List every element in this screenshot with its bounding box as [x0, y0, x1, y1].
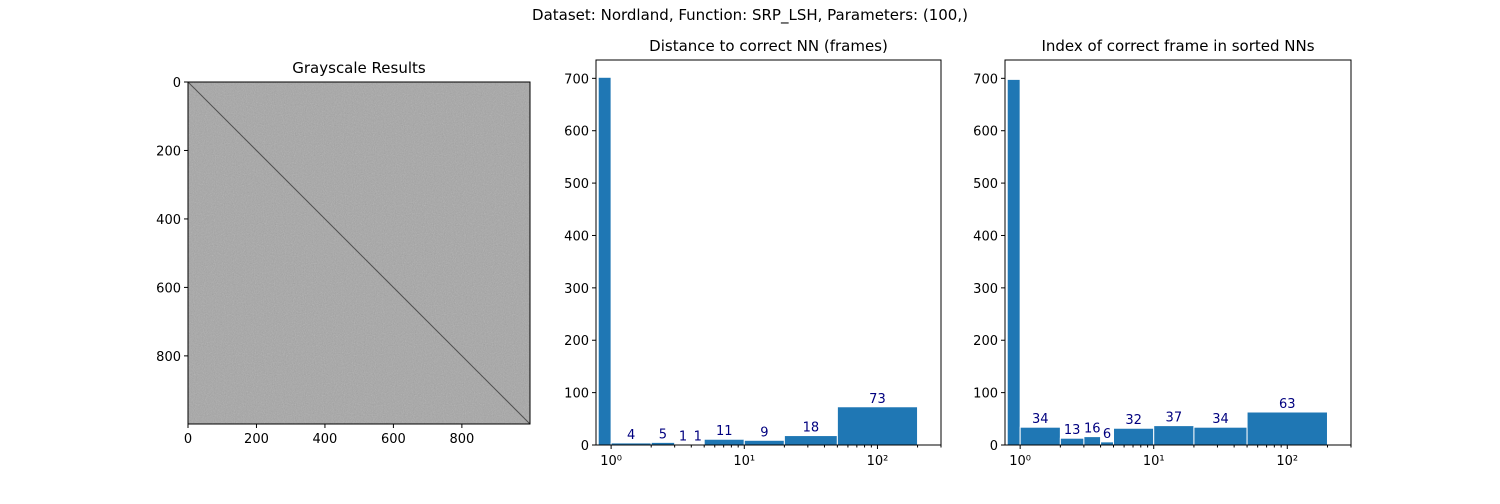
index-hist-bar	[1059, 437, 1085, 446]
heatmap-title: Grayscale Results	[292, 59, 426, 77]
heatmap-diagonal	[187, 81, 531, 425]
index-hist-bar-label: 6	[1103, 427, 1111, 442]
dist-hist-bar-label: 9	[760, 425, 768, 440]
index-hist-bar-label: 13	[1064, 423, 1081, 438]
index-hist-bar	[1006, 78, 1021, 446]
dist-hist-ytick-label: 600	[564, 125, 589, 140]
heatmap-xtick-label: 600	[381, 432, 406, 447]
heatmap-ytick-label: 200	[156, 144, 181, 159]
dist-hist-ytick-label: 100	[564, 387, 589, 402]
index-hist-bar-label: 34	[1212, 412, 1229, 427]
index-hist-frame	[1004, 59, 1352, 446]
dist-hist-bar	[597, 76, 612, 446]
heatmap-ytick-label: 0	[173, 76, 181, 91]
dist-hist-ytick-label: 500	[564, 177, 589, 192]
index-hist-ytick-label: 200	[973, 334, 998, 349]
index-hist-ytick-label: 600	[973, 125, 998, 140]
dist-hist-ytick-label: 0	[581, 439, 589, 454]
heatmap-xtick-label: 800	[449, 432, 474, 447]
index-hist-ytick-label: 0	[990, 439, 998, 454]
dist-hist-ytick-label: 700	[564, 72, 589, 87]
heatmap-ytick-label: 800	[156, 350, 181, 365]
index-hist-ytick-label: 400	[973, 229, 998, 244]
dist-hist-bar-label: 18	[803, 421, 820, 436]
heatmap-frame	[187, 81, 531, 425]
index-hist-bar	[1019, 426, 1061, 446]
dist-hist-bar-label: 73	[869, 392, 886, 407]
figure-suptitle: Dataset: Nordland, Function: SRP_LSH, Pa…	[532, 6, 968, 24]
dist-hist-bar-label: 4	[627, 428, 635, 443]
heatmap-xtick-label: 400	[313, 432, 338, 447]
index-hist-bar-label: 37	[1166, 411, 1183, 426]
dist-hist-bar	[783, 435, 838, 446]
index-hist-bar	[1193, 426, 1248, 446]
index-hist-xtick-label: 10¹	[1143, 454, 1165, 469]
index-hist-ytick-label: 500	[973, 177, 998, 192]
dist-hist-ytick-label: 200	[564, 334, 589, 349]
index-hist-bar-label: 34	[1032, 412, 1049, 427]
heatmap-ytick-label: 400	[156, 213, 181, 228]
dist-hist-bar-label: 1	[694, 429, 702, 444]
dist-hist-xtick-label: 10¹	[733, 454, 755, 469]
dist-hist-xtick-label: 10²	[867, 454, 889, 469]
dist-hist-bar-label: 11	[716, 424, 733, 439]
dist-hist-frame	[595, 59, 942, 446]
index-hist-bar-label: 32	[1125, 413, 1142, 428]
dist-hist-bar-label: 5	[659, 427, 667, 442]
index-hist-bar	[1153, 425, 1195, 446]
index-hist-ytick-label: 700	[973, 72, 998, 87]
dist-hist-bar	[703, 438, 745, 446]
index-hist-xtick-label: 10²	[1276, 454, 1298, 469]
index-hist-bar	[1083, 436, 1102, 446]
dist-hist-ytick-label: 300	[564, 282, 589, 297]
heatmap-xtick-label: 200	[244, 432, 269, 447]
index-hist-xtick-label: 10⁰	[1009, 454, 1031, 469]
dist-hist-bar-label: 1	[679, 429, 687, 444]
dist-hist-title: Distance to correct NN (frames)	[649, 37, 888, 55]
index-hist-title: Index of correct frame in sorted NNs	[1041, 37, 1314, 55]
index-hist-ytick-label: 300	[973, 282, 998, 297]
dist-hist-xtick-label: 10⁰	[600, 454, 622, 469]
index-hist-ytick-label: 100	[973, 387, 998, 402]
index-hist-bar-label: 16	[1084, 422, 1101, 437]
heatmap-xtick-label: 0	[184, 432, 192, 447]
dist-hist-bar	[743, 439, 785, 446]
index-hist-bar	[1246, 411, 1328, 446]
index-hist-bar-label: 63	[1279, 397, 1296, 412]
dist-hist-ytick-label: 400	[564, 229, 589, 244]
heatmap-ytick-label: 600	[156, 281, 181, 296]
index-hist-bar	[1113, 427, 1155, 446]
dist-hist-bar	[836, 406, 919, 446]
